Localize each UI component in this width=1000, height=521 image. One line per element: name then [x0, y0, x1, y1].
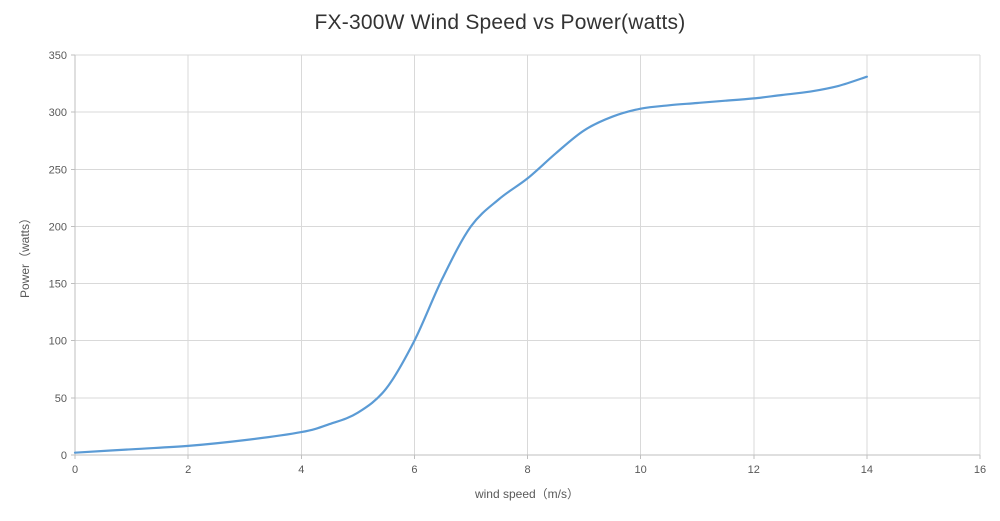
y-tick-label: 0	[61, 450, 67, 462]
y-tick-label: 200	[49, 221, 67, 233]
grid-layer	[74, 54, 981, 456]
tick-layer: 0 2 4 6 8 10 12 14 16 0 50 100 150 200 250 300 350	[49, 50, 986, 476]
y-tick-label: 50	[55, 393, 67, 405]
x-tick-label: 8	[524, 464, 530, 476]
x-tick-label: 4	[298, 464, 304, 476]
x-tick-label: 16	[974, 464, 986, 476]
y-tick-label: 300	[49, 107, 67, 119]
x-tick-label: 14	[861, 464, 873, 476]
y-axis-label: Power（watts）	[18, 212, 32, 298]
x-tick-label: 2	[185, 464, 191, 476]
y-tick-label: 350	[49, 50, 67, 62]
x-tick-label: 6	[411, 464, 417, 476]
x-tick-label: 12	[748, 464, 760, 476]
y-tick-label: 150	[49, 279, 67, 291]
x-axis-label: wind speed（m/s）	[474, 487, 579, 501]
y-tick-label: 100	[49, 336, 67, 348]
y-tick-label: 250	[49, 164, 67, 176]
x-tick-label: 0	[72, 464, 78, 476]
x-tick-label: 10	[635, 464, 647, 476]
series-layer	[73, 75, 868, 454]
chart-title: FX-300W Wind Speed vs Power(watts)	[314, 11, 686, 34]
series-line-power	[73, 75, 868, 454]
